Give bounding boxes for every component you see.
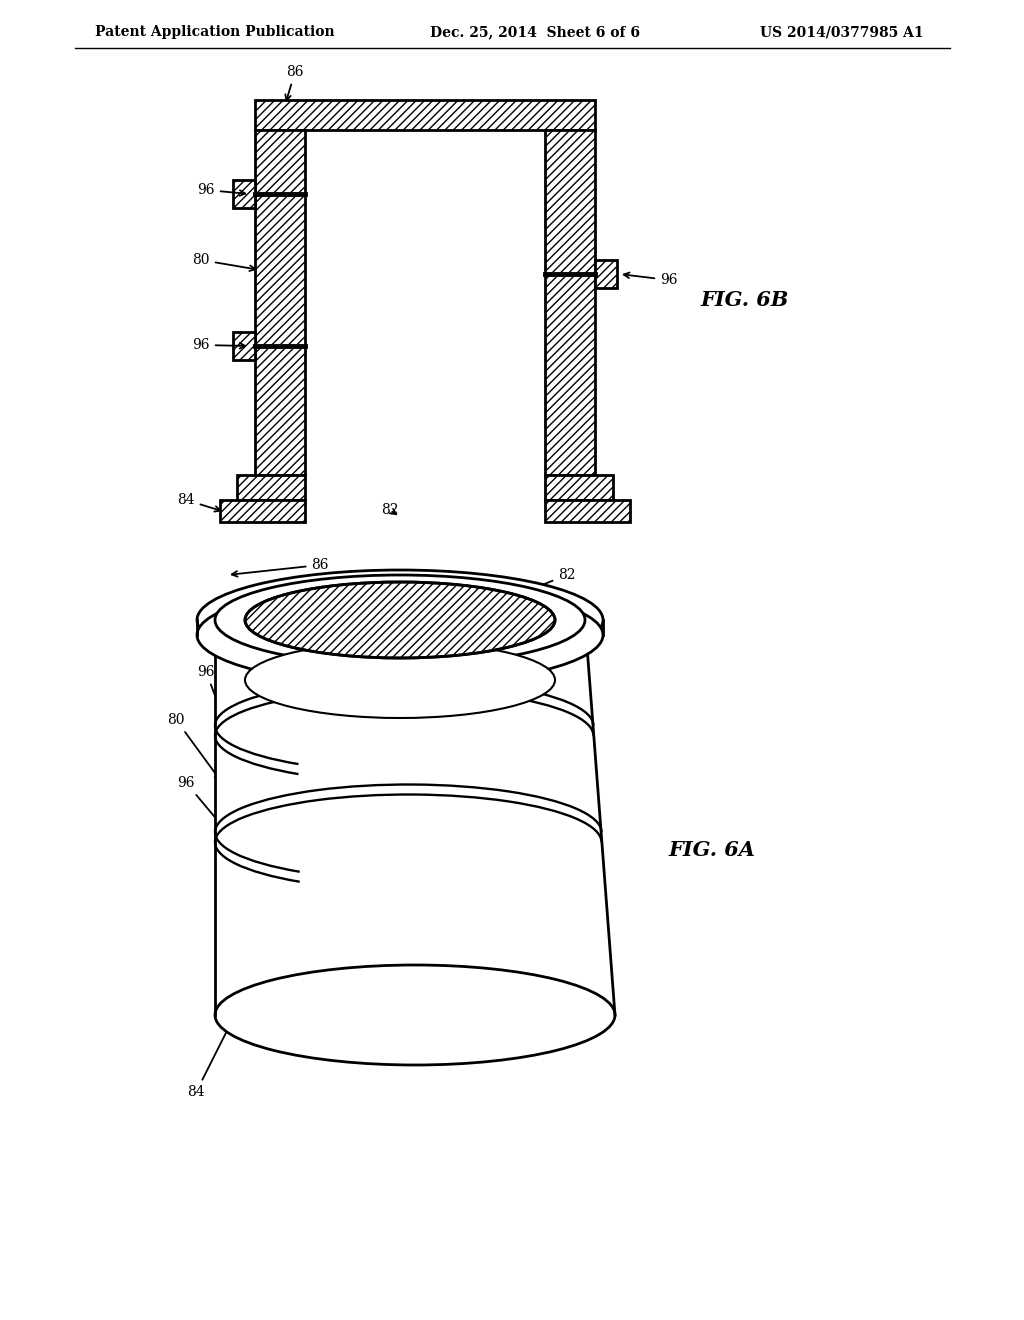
Text: 82: 82: [484, 568, 575, 609]
Polygon shape: [215, 620, 615, 1015]
Text: 96: 96: [198, 665, 224, 718]
Text: 96: 96: [193, 338, 245, 352]
Text: 86: 86: [231, 558, 329, 577]
Ellipse shape: [245, 642, 555, 718]
Ellipse shape: [215, 576, 585, 665]
Text: 84: 84: [187, 999, 243, 1100]
Bar: [545, 500, 630, 521]
Bar: [220, 500, 305, 521]
Text: Patent Application Publication: Patent Application Publication: [95, 25, 335, 40]
Ellipse shape: [245, 582, 555, 657]
Text: 80: 80: [168, 713, 220, 780]
Text: 84: 84: [177, 492, 220, 512]
Bar: [595, 260, 617, 288]
Bar: [545, 129, 595, 475]
Ellipse shape: [197, 585, 603, 685]
Text: 96: 96: [177, 776, 222, 825]
Text: 80: 80: [193, 253, 255, 271]
Bar: [233, 333, 255, 360]
Text: 86: 86: [286, 65, 304, 100]
Text: FIG. 6B: FIG. 6B: [700, 290, 788, 310]
Bar: [255, 129, 305, 475]
Text: US 2014/0377985 A1: US 2014/0377985 A1: [760, 25, 924, 40]
Text: 96: 96: [198, 183, 245, 197]
Text: 82: 82: [381, 503, 398, 517]
Ellipse shape: [197, 570, 603, 671]
Text: FIG. 6A: FIG. 6A: [668, 840, 755, 861]
Bar: [255, 100, 595, 129]
Bar: [545, 475, 613, 500]
Ellipse shape: [215, 965, 615, 1065]
Text: Dec. 25, 2014  Sheet 6 of 6: Dec. 25, 2014 Sheet 6 of 6: [430, 25, 640, 40]
Bar: [237, 475, 305, 500]
Bar: [233, 180, 255, 209]
Text: 96: 96: [624, 272, 678, 286]
